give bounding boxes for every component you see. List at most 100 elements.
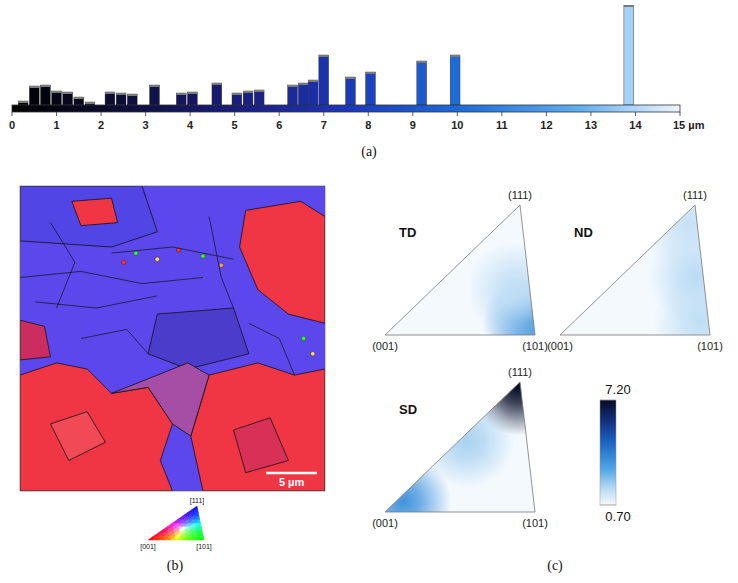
key-cell: [187, 537, 193, 540]
key-cell: [193, 509, 199, 512]
tick-label: 3: [143, 119, 149, 131]
bar-cap: [41, 85, 51, 87]
tick-label: 5: [232, 119, 238, 131]
grain-boundary: [249, 323, 295, 375]
key-cell: [195, 520, 201, 523]
bar: [319, 55, 329, 105]
bar-cap: [254, 90, 264, 92]
key-cell: [170, 537, 176, 540]
key-cell: [194, 516, 200, 519]
key-cell: [183, 516, 189, 519]
tick: [323, 112, 324, 116]
bar: [29, 86, 39, 105]
grain: [112, 363, 210, 436]
grain-boundary: [112, 247, 234, 259]
tick: [279, 112, 280, 116]
bar-cap: [346, 77, 356, 79]
pf-outline: [385, 382, 535, 512]
tick-label: 13: [585, 119, 597, 131]
panel-caption: (b): [167, 558, 184, 574]
panel-caption: (a): [361, 144, 377, 160]
key-cell: [194, 520, 200, 523]
tick-label: 9: [410, 119, 416, 131]
peak: [467, 242, 563, 338]
key-cell: [168, 523, 174, 526]
bar-cap: [212, 83, 222, 85]
key-cell: [163, 530, 169, 533]
tick: [635, 112, 636, 116]
colorbar-tick: [600, 400, 616, 401]
key-cell: [159, 537, 165, 540]
bar: [187, 92, 197, 105]
tick-label: 14: [629, 119, 642, 131]
bar: [41, 85, 51, 105]
bar-cap: [366, 72, 376, 74]
bar-cap: [450, 55, 460, 57]
tick: [501, 112, 502, 116]
bar-cap: [187, 92, 197, 94]
colorbar-tick: [600, 505, 616, 506]
tick: [412, 112, 413, 116]
key-cell: [191, 533, 197, 536]
bar: [176, 93, 186, 105]
key-cell: [186, 533, 192, 536]
bar: [127, 94, 137, 105]
key-cell: [184, 523, 190, 526]
key-cell: [164, 533, 170, 536]
key-cell: [191, 530, 197, 533]
bar-cap: [150, 85, 160, 87]
key-cell: [195, 523, 201, 526]
tick-label: 1: [53, 119, 59, 131]
key-cell: [179, 526, 185, 529]
grain-boundary: [20, 271, 203, 283]
key-cell: [158, 533, 164, 536]
bar: [18, 101, 28, 105]
key-cell: [192, 506, 198, 509]
key-cell: [180, 533, 186, 536]
pf-name: TD: [399, 225, 416, 240]
key-cell: [148, 537, 154, 540]
grain: [20, 186, 157, 247]
bar-cap: [105, 92, 115, 94]
key-cell: [181, 533, 187, 536]
grain: [148, 308, 249, 369]
key-cell: [182, 537, 188, 540]
key-cell: [187, 513, 193, 516]
bar-cap: [18, 101, 28, 103]
tick-label: 0: [9, 119, 15, 131]
bar: [63, 92, 73, 105]
bar: [298, 83, 308, 105]
key-cell: [189, 520, 195, 523]
tick: [234, 112, 235, 116]
map-frame: [20, 186, 325, 491]
small-grain: [219, 263, 223, 267]
bar-cap: [52, 91, 62, 93]
bar-cap: [243, 91, 253, 93]
bar: [85, 102, 95, 105]
key-cell: [158, 530, 164, 533]
figure: 0123456789101112131415 µm(a)5 µm[001][10…: [0, 0, 738, 583]
key-cell: [178, 523, 184, 526]
key-cell: [173, 526, 179, 529]
key-cell: [188, 516, 194, 519]
grain: [51, 412, 106, 461]
pf-name: SD: [399, 402, 417, 417]
key-cell: [198, 537, 204, 540]
key-cell: [178, 520, 184, 523]
colorbar: [600, 400, 616, 505]
key-cell: [175, 530, 181, 533]
corner-label: (001): [372, 340, 398, 352]
bar-cap: [29, 86, 39, 88]
tick: [190, 112, 191, 116]
corner-label: (101): [697, 340, 723, 352]
key-cell: [186, 530, 192, 533]
bar: [366, 72, 376, 105]
key-cell: [173, 520, 179, 523]
key-cell: [184, 523, 190, 526]
scale-bar: [266, 472, 317, 475]
key-cell: [153, 533, 159, 536]
tick: [457, 112, 458, 116]
bar-cap: [127, 94, 137, 96]
tick: [680, 112, 681, 116]
bar-cap: [288, 85, 298, 87]
